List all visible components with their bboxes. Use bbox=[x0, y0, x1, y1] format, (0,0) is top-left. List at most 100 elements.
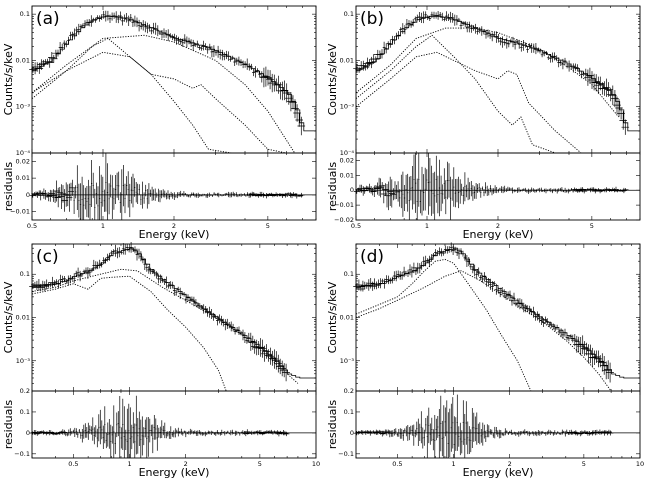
data-point bbox=[553, 52, 556, 61]
data-point bbox=[278, 81, 287, 101]
residual-point bbox=[387, 176, 394, 206]
residual-point bbox=[458, 426, 460, 447]
data-point bbox=[112, 249, 115, 254]
residual-point bbox=[413, 424, 415, 446]
residual-point bbox=[55, 187, 62, 208]
residual-point bbox=[558, 432, 560, 435]
data-point bbox=[262, 66, 270, 87]
residual-point bbox=[58, 184, 65, 209]
residual-point bbox=[561, 429, 563, 435]
data-point bbox=[176, 286, 180, 293]
res-y-tick-label: 0.1 bbox=[344, 408, 354, 416]
data-point bbox=[223, 319, 227, 331]
residual-point bbox=[358, 184, 365, 193]
data-point bbox=[488, 32, 492, 39]
residual-point bbox=[101, 420, 103, 440]
residual-point bbox=[78, 429, 80, 433]
data-point bbox=[569, 63, 573, 70]
residual-point bbox=[68, 182, 74, 201]
data-point bbox=[463, 255, 467, 261]
residual-point bbox=[533, 431, 535, 436]
data-point bbox=[193, 42, 197, 47]
data-point bbox=[426, 15, 430, 20]
data-point bbox=[68, 275, 72, 284]
y-axis-label: Counts/s/keV bbox=[326, 43, 339, 115]
data-point bbox=[428, 16, 432, 21]
residual-point bbox=[491, 188, 493, 196]
spectrum-frame bbox=[355, 5, 641, 154]
residual-point bbox=[80, 431, 82, 439]
residual-point bbox=[510, 429, 512, 435]
residual-point bbox=[83, 424, 85, 439]
residual-point bbox=[443, 405, 445, 458]
residual-point bbox=[75, 428, 77, 435]
residual-point bbox=[161, 190, 163, 199]
residual-point bbox=[226, 192, 228, 195]
residual-point bbox=[192, 192, 194, 196]
data-point bbox=[139, 23, 143, 30]
residual-point bbox=[459, 179, 461, 204]
data-point bbox=[403, 25, 407, 35]
residual-point bbox=[453, 167, 455, 207]
residual-point bbox=[472, 185, 474, 201]
data-point bbox=[580, 70, 583, 79]
data-point bbox=[204, 43, 207, 50]
data-point bbox=[114, 244, 117, 257]
residual-point bbox=[212, 431, 214, 434]
residual-point bbox=[502, 186, 504, 194]
data-point bbox=[494, 283, 498, 295]
data-point bbox=[511, 36, 515, 48]
data-point bbox=[424, 255, 428, 267]
residual-point bbox=[210, 430, 212, 435]
y-tick-label: 0.01 bbox=[340, 56, 354, 64]
data-point bbox=[399, 27, 403, 32]
residual-point bbox=[422, 427, 424, 449]
residual-point bbox=[197, 430, 199, 436]
data-point bbox=[528, 43, 531, 49]
data-point bbox=[227, 322, 231, 329]
residual-point bbox=[531, 431, 533, 435]
data-point bbox=[222, 52, 226, 61]
data-point bbox=[469, 263, 473, 270]
data-point bbox=[385, 275, 388, 284]
data-point bbox=[512, 292, 516, 305]
data-point bbox=[86, 267, 90, 279]
residual-point bbox=[527, 188, 530, 194]
residual-point bbox=[459, 422, 461, 456]
data-point bbox=[243, 332, 247, 343]
y-axis-label: Counts/s/keV bbox=[2, 281, 15, 353]
residuals-axis-label: residuals bbox=[326, 162, 339, 212]
data-point bbox=[617, 107, 625, 120]
residual-point bbox=[512, 432, 514, 435]
data-point bbox=[64, 279, 68, 284]
residual-point bbox=[353, 431, 360, 436]
data-point bbox=[173, 33, 176, 42]
residual-point bbox=[53, 180, 60, 202]
residual-point bbox=[158, 427, 160, 438]
data-point bbox=[206, 45, 210, 54]
res-y-tick-label: 0.02 bbox=[340, 156, 354, 164]
residual-point bbox=[377, 430, 384, 435]
residual-point bbox=[194, 430, 196, 434]
residual-point bbox=[485, 430, 487, 442]
residual-point bbox=[99, 409, 101, 445]
data-point bbox=[551, 323, 555, 330]
data-point bbox=[604, 360, 612, 379]
residual-point bbox=[125, 429, 127, 450]
data-point bbox=[359, 280, 367, 292]
residual-point bbox=[228, 432, 230, 435]
residual-point bbox=[103, 189, 105, 212]
data-point bbox=[266, 70, 274, 90]
residual-point bbox=[536, 431, 538, 437]
data-point bbox=[295, 113, 303, 127]
data-point bbox=[254, 341, 263, 355]
data-point bbox=[116, 14, 120, 24]
residual-point bbox=[237, 431, 239, 434]
data-point bbox=[387, 275, 390, 285]
y-tick-label: 0.1 bbox=[344, 270, 354, 278]
data-point bbox=[604, 82, 613, 97]
residual-point bbox=[159, 190, 161, 203]
data-point bbox=[262, 344, 271, 359]
data-point bbox=[459, 21, 463, 30]
data-point bbox=[474, 23, 477, 34]
